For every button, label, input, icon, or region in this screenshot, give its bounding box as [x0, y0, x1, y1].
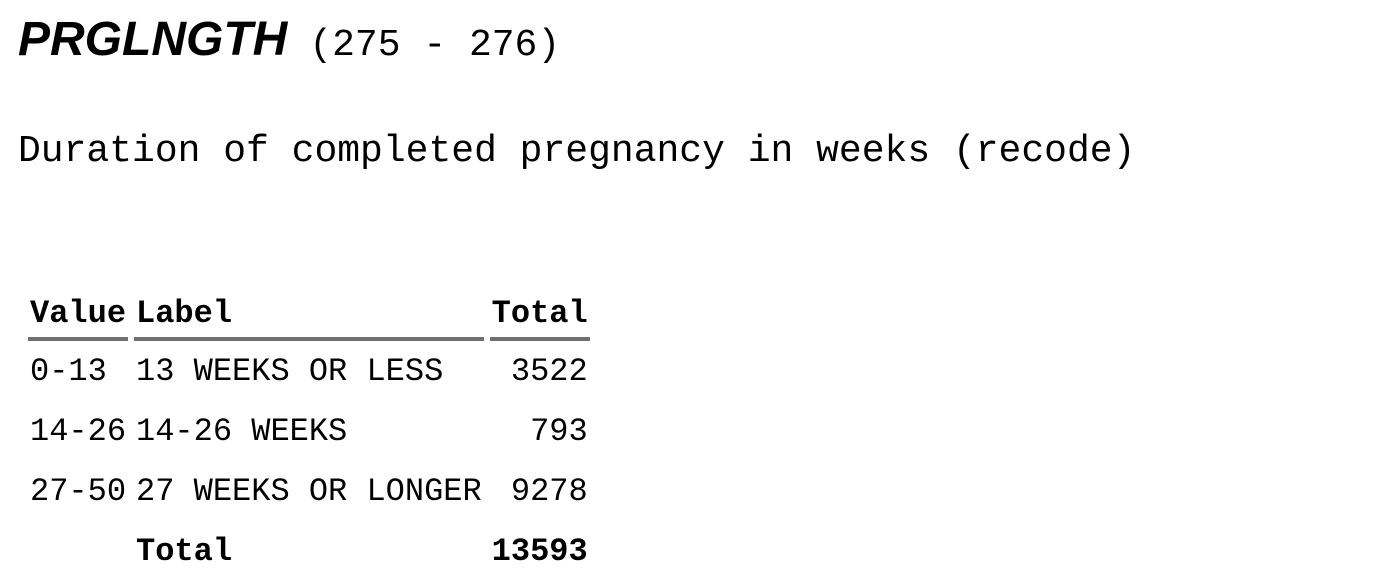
table-total-row: Total 13593 — [28, 521, 590, 581]
cell-label: 13 WEEKS OR LESS — [136, 352, 444, 390]
total-value-cell — [28, 521, 128, 581]
variable-description: Duration of completed pregnancy in weeks… — [18, 130, 1136, 173]
cell-label: 14-26 WEEKS — [136, 412, 348, 450]
table-row: 14-26 14-26 WEEKS 793 — [28, 401, 590, 461]
header-value: Value — [28, 289, 129, 341]
cell-total: 9278 — [510, 472, 588, 510]
variable-header: PRGLNGTH (275 - 276) — [18, 10, 560, 81]
total-label: Total — [136, 532, 233, 570]
variable-column-range: (275 - 276) — [309, 24, 561, 67]
table-row: 27-50 27 WEEKS OR LONGER 9278 — [28, 461, 590, 521]
cell-total: 793 — [530, 412, 588, 450]
cell-total: 3522 — [510, 352, 588, 390]
total-count: 13593 — [491, 532, 588, 570]
table-row: 0-13 13 WEEKS OR LESS 3522 — [28, 341, 590, 401]
variable-name: PRGLNGTH — [18, 13, 288, 66]
cell-label: 27 WEEKS OR LONGER — [136, 472, 482, 510]
cell-value: 14-26 — [30, 412, 127, 450]
cell-value: 27-50 — [30, 472, 127, 510]
frequency-table: Value Label Total 0-13 13 WEEKS OR LESS … — [22, 289, 596, 581]
cell-value: 0-13 — [30, 352, 107, 390]
header-label: Label — [134, 289, 484, 341]
header-total: Total — [489, 289, 590, 341]
table-header-row: Value Label Total — [28, 289, 590, 341]
